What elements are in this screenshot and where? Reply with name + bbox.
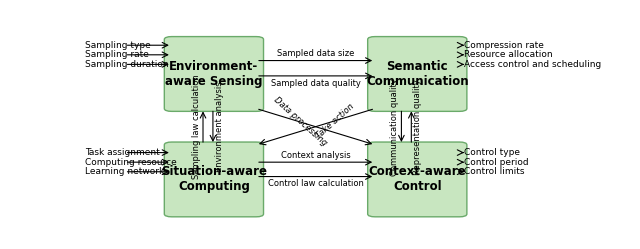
Text: Sampling type: Sampling type: [85, 41, 150, 50]
Text: Environment-
aware Sensing: Environment- aware Sensing: [165, 60, 262, 88]
Text: Situation-aware
Computing: Situation-aware Computing: [161, 165, 267, 193]
Text: Sampling duration: Sampling duration: [85, 60, 168, 69]
Text: Sampling rate: Sampling rate: [85, 50, 149, 59]
Text: Semantic
Communication: Semantic Communication: [366, 60, 468, 88]
Text: Sampled data size: Sampled data size: [277, 49, 355, 58]
Text: Compression rate: Compression rate: [465, 41, 544, 50]
Text: Environment analysis: Environment analysis: [215, 81, 224, 172]
Text: Data processing: Data processing: [273, 95, 329, 147]
Text: Control law calculation: Control law calculation: [268, 179, 364, 188]
Text: Resource allocation: Resource allocation: [465, 50, 553, 59]
Text: Computing resource: Computing resource: [85, 158, 177, 167]
Text: Sampling law calculation: Sampling law calculation: [192, 74, 201, 179]
FancyBboxPatch shape: [368, 142, 467, 217]
Text: Control limits: Control limits: [465, 167, 525, 176]
Text: Take action: Take action: [315, 102, 356, 140]
Text: Learning network: Learning network: [85, 167, 164, 176]
Text: Task assignment: Task assignment: [85, 148, 160, 157]
Text: Representation quality: Representation quality: [413, 79, 422, 175]
Text: Control period: Control period: [465, 158, 529, 167]
Text: Context-aware
Control: Context-aware Control: [369, 165, 466, 193]
FancyBboxPatch shape: [164, 142, 264, 217]
Text: Control type: Control type: [465, 148, 520, 157]
Text: Context analysis: Context analysis: [281, 151, 351, 160]
FancyBboxPatch shape: [164, 37, 264, 111]
FancyBboxPatch shape: [368, 37, 467, 111]
Text: Communication quality: Communication quality: [390, 78, 399, 176]
Text: Access control and scheduling: Access control and scheduling: [465, 60, 602, 69]
Text: Sampled data quality: Sampled data quality: [271, 79, 360, 88]
